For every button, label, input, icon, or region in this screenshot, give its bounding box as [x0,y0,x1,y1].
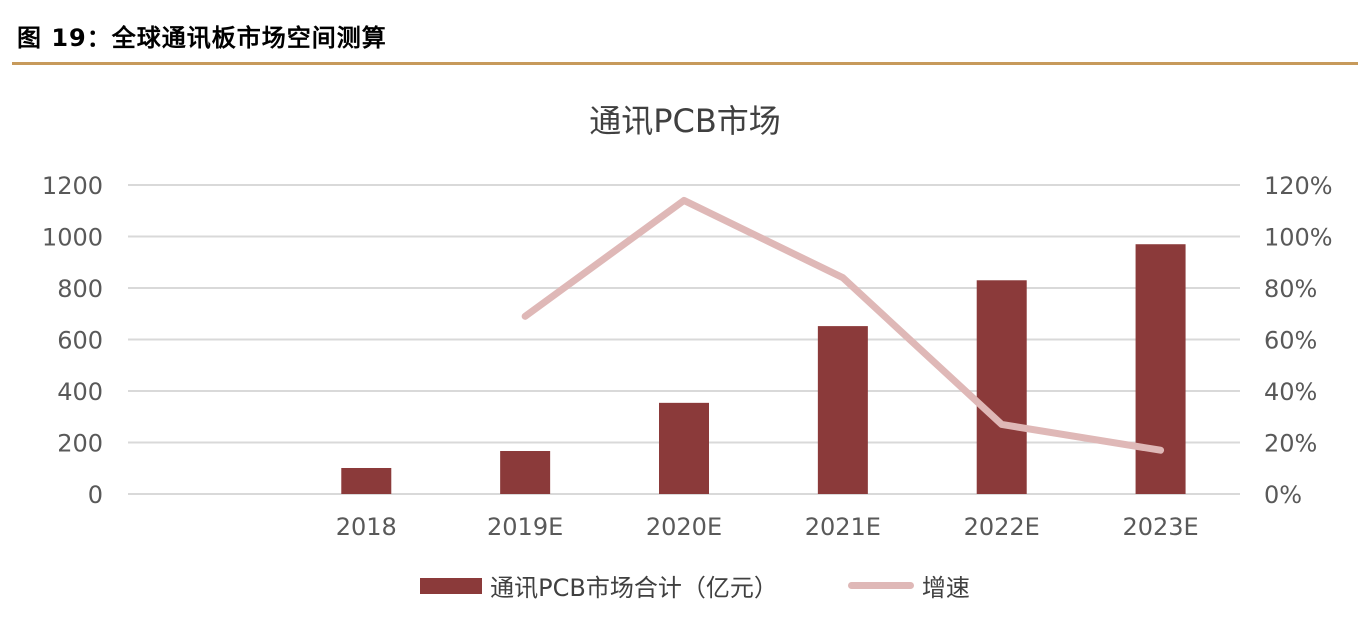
x-axis-labels: 2018 2019E 2020E 2021E 2022E 2023E [336,513,1199,541]
line-series [521,196,1165,454]
left-y-axis-ticks: 0 200 400 600 800 1000 1200 [42,172,103,509]
bar-2019E [500,450,551,494]
bar-2020E [659,402,709,494]
bar-2018 [341,467,392,494]
legend: 通讯PCB市场合计（亿元） 增速 [0,568,1370,603]
right-tick-label: 100% [1264,224,1333,252]
x-tick-label: 2022E [964,513,1040,541]
legend-item-market: 通讯PCB市场合计（亿元） [420,568,778,603]
bar-series [341,244,1186,494]
figure-caption: 图 19：全球通讯板市场空间测算 [17,24,387,52]
x-tick-label: 2019E [487,513,563,541]
legend-line-swatch [847,582,914,589]
right-tick-label: 20% [1264,430,1317,458]
right-y-axis-ticks: 0% 20% 40% 60% 80% 100% 120% [1264,172,1333,509]
right-tick-label: 0% [1264,481,1302,509]
left-tick-label: 0 [88,481,103,509]
legend-bar-swatch [420,577,483,594]
right-tick-label: 40% [1264,378,1317,406]
legend-label-market: 通讯PCB市场合计（亿元） [490,574,778,602]
gridlines [128,184,1240,495]
left-tick-label: 200 [57,430,103,458]
left-tick-label: 800 [57,275,103,303]
growth-line [521,196,1165,454]
x-tick-label: 2021E [805,513,881,541]
bar-2022E [976,280,1027,494]
x-tick-label: 2020E [646,513,722,541]
left-tick-label: 400 [57,378,103,406]
legend-label-growth: 增速 [921,574,970,602]
bar-2023E [1135,244,1186,494]
left-tick-label: 600 [57,327,103,355]
chart-title: 通讯PCB市场 [589,102,781,140]
left-tick-label: 1000 [42,224,103,252]
right-tick-label: 120% [1264,172,1333,200]
bar-2021E [817,326,868,494]
legend-item-growth: 增速 [847,568,970,603]
left-tick-label: 1200 [42,172,103,200]
right-tick-label: 80% [1264,275,1317,303]
x-tick-label: 2023E [1122,513,1198,541]
right-tick-label: 60% [1264,327,1317,355]
x-tick-label: 2018 [336,513,397,541]
caption-divider [12,62,1358,65]
